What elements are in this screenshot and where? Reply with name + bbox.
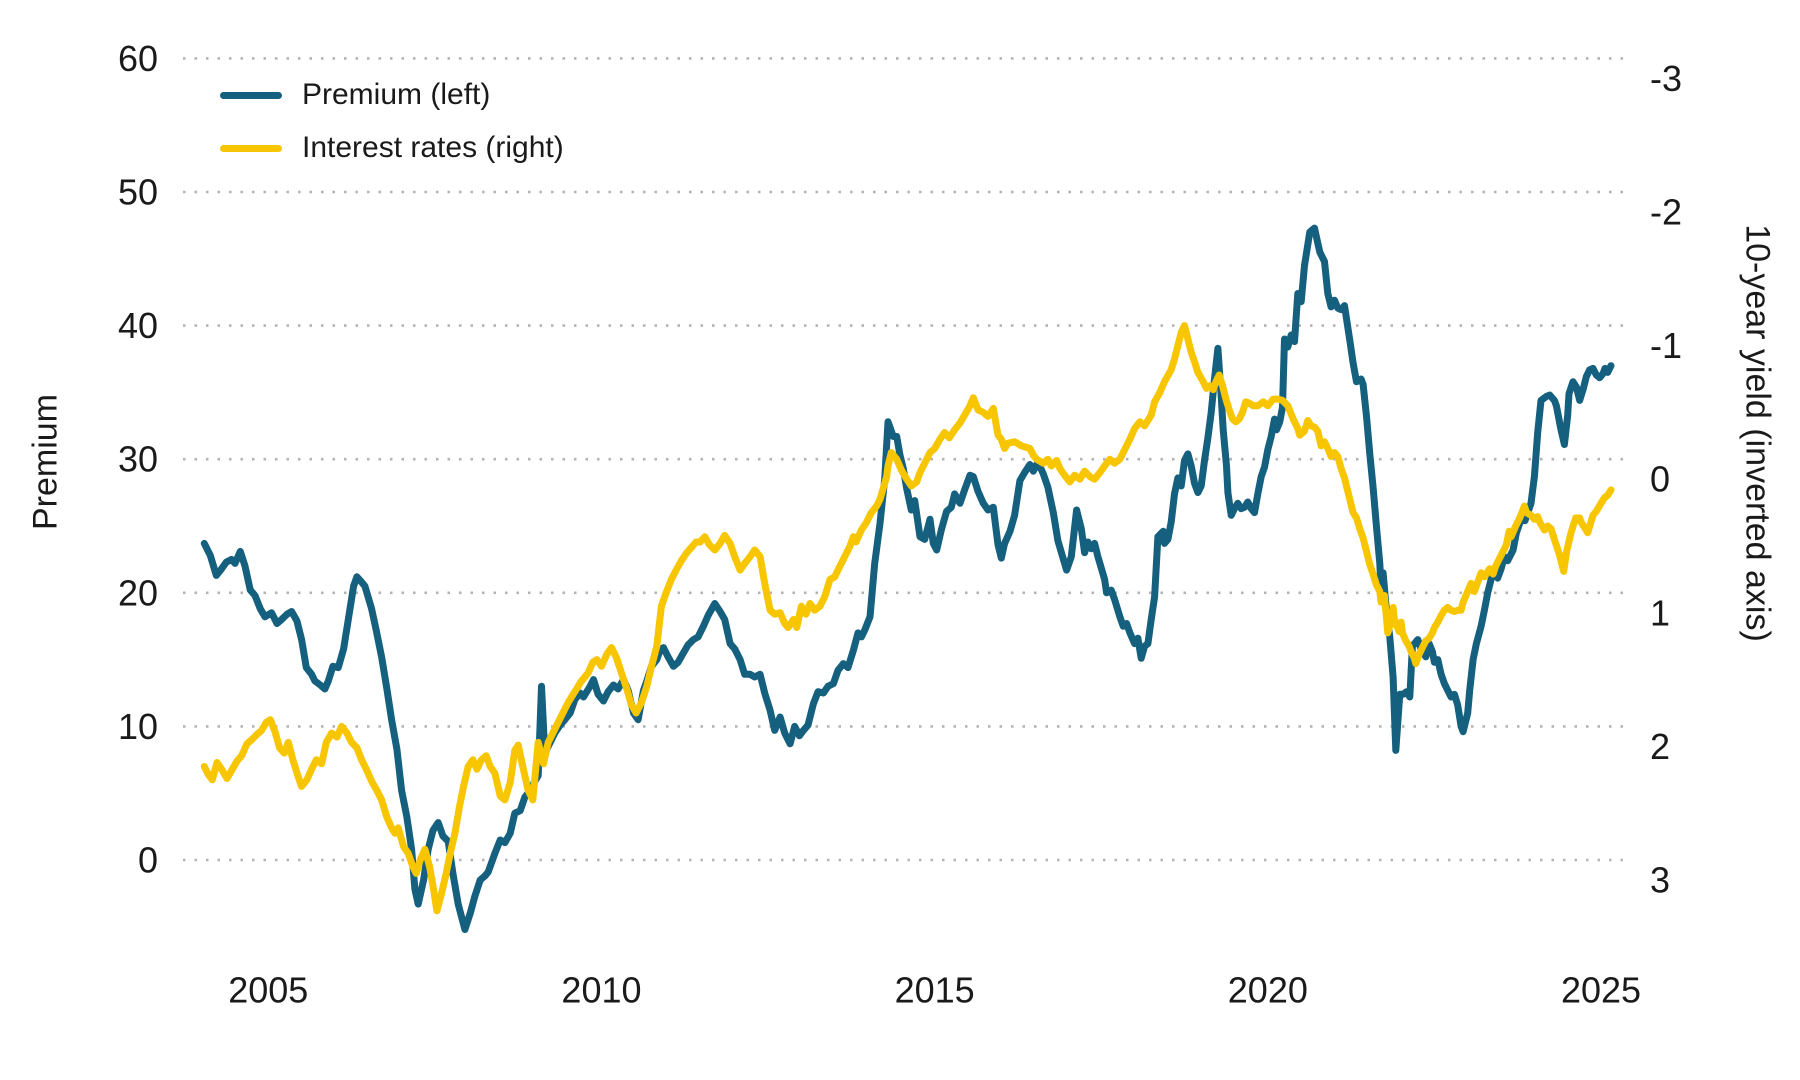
left-axis-tick-60: 60: [118, 38, 158, 79]
legend-label-interest-rates: Interest rates (right): [302, 131, 564, 164]
legend-item-interest-rates: Interest rates (right): [220, 131, 564, 165]
left-axis-tick-0: 0: [138, 840, 158, 881]
legend: Premium (left) Interest rates (right): [220, 78, 564, 165]
series-line-0-premium: [200, 224, 1615, 933]
left-axis-tick-50: 50: [118, 172, 158, 213]
right-axis-tick-3: 3: [1650, 860, 1670, 901]
left-axis-tick-40: 40: [118, 305, 158, 346]
interest-rates-line-swatch: [220, 144, 282, 152]
x-axis-tick-2025: 2025: [1561, 970, 1641, 1011]
left-axis-tick-20: 20: [118, 572, 158, 613]
x-axis-tick-2020: 2020: [1228, 970, 1308, 1011]
right-axis-tick--3: -3: [1650, 58, 1682, 99]
right-axis-tick-1: 1: [1650, 592, 1670, 633]
right-axis-tick-2: 2: [1650, 726, 1670, 767]
legend-label-premium: Premium (left): [302, 78, 491, 111]
left-axis-tick-10: 10: [118, 706, 158, 747]
x-axis-tick-2005: 2005: [228, 970, 308, 1011]
right-axis-tick--1: -1: [1650, 325, 1682, 366]
left-axis-title: Premium: [26, 393, 65, 531]
premium-line-swatch: [220, 91, 282, 99]
x-axis-tick-2010: 2010: [561, 970, 641, 1011]
series-lines: [200, 224, 1615, 933]
left-axis-tick-30: 30: [118, 439, 158, 480]
legend-item-premium: Premium (left): [220, 78, 564, 112]
right-axis-tick--2: -2: [1650, 192, 1682, 233]
right-axis-tick-0: 0: [1650, 459, 1670, 500]
series-line-1-interest-rates: [200, 322, 1615, 915]
gridlines: [183, 57, 1627, 862]
right-axis-title: 10-year yield (inverted axis): [1738, 224, 1777, 642]
x-axis-tick-2015: 2015: [895, 970, 975, 1011]
